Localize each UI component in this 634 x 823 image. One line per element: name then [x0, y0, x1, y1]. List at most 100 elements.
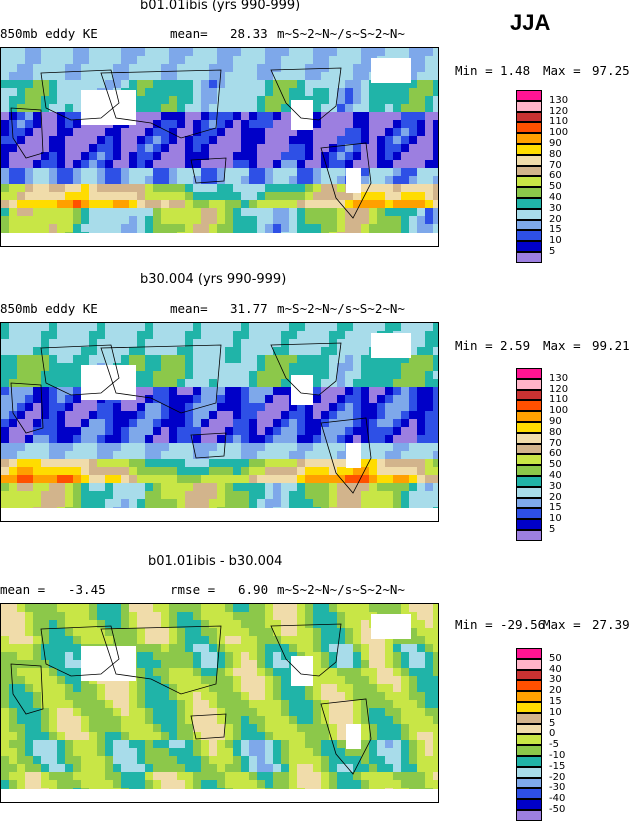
field-cell	[209, 184, 218, 193]
field-cell	[137, 668, 146, 677]
field-cell	[225, 491, 234, 500]
colorbar-box	[516, 208, 542, 220]
field-cell	[89, 355, 98, 364]
field-cell	[249, 780, 258, 789]
field-cell	[25, 136, 34, 145]
field-cell	[153, 160, 162, 169]
field-cell	[153, 419, 162, 428]
field-cell	[273, 104, 282, 113]
field-cell	[353, 780, 362, 789]
field-cell	[57, 371, 66, 380]
field-cell	[49, 676, 58, 685]
field-cell	[185, 323, 194, 332]
field-cell	[153, 780, 162, 789]
field-cell	[97, 427, 106, 436]
field-cell	[353, 144, 362, 153]
field-cell	[129, 128, 138, 137]
field-cell	[257, 128, 266, 137]
field-cell	[249, 732, 258, 741]
field-cell	[209, 700, 218, 709]
field-cell	[313, 676, 322, 685]
field-cell	[425, 208, 434, 217]
field-cell	[201, 499, 210, 508]
field-cell	[289, 467, 298, 476]
field-cell	[65, 612, 74, 621]
field-cell	[289, 80, 298, 89]
field-cell	[57, 403, 66, 412]
field-cell	[137, 184, 146, 193]
field-cell	[353, 200, 362, 209]
panel-title: b01.01ibis (yrs 990-999)	[140, 0, 301, 13]
field-cell	[249, 491, 258, 500]
field-cell	[329, 387, 338, 396]
field-cell	[289, 475, 298, 484]
field-cell	[225, 716, 234, 725]
field-cell	[129, 604, 138, 613]
field-cell	[57, 200, 66, 209]
field-cell	[81, 780, 90, 789]
field-cell	[49, 395, 58, 404]
field-cell	[105, 56, 114, 65]
field-cell	[57, 700, 66, 709]
field-cell	[113, 604, 122, 613]
field-cell	[313, 483, 322, 492]
field-cell	[265, 435, 274, 444]
field-cell	[65, 323, 74, 332]
field-cell	[105, 692, 114, 701]
field-cell	[153, 152, 162, 161]
field-cell	[401, 363, 410, 372]
field-cell	[65, 347, 74, 356]
field-cell	[169, 708, 178, 717]
field-cell	[433, 120, 438, 129]
field-cell	[369, 740, 378, 749]
field-cell	[329, 355, 338, 364]
field-cell	[401, 435, 410, 444]
field-cell	[89, 56, 98, 65]
field-cell	[345, 491, 354, 500]
field-cell	[129, 331, 138, 340]
field-cell	[401, 475, 410, 484]
field-cell	[321, 347, 330, 356]
field-cell	[33, 136, 42, 145]
field-cell	[185, 56, 194, 65]
field-cell	[417, 604, 426, 613]
colorbar-box	[516, 669, 542, 681]
field-cell	[41, 347, 50, 356]
field-cell	[281, 56, 290, 65]
field-cell	[201, 708, 210, 717]
field-cell	[97, 411, 106, 420]
field-cell	[1, 780, 10, 789]
field-cell	[409, 612, 418, 621]
field-cell	[105, 684, 114, 693]
field-cell	[193, 668, 202, 677]
field-cell	[89, 331, 98, 340]
field-cell	[137, 72, 146, 81]
field-cell	[337, 323, 346, 332]
field-cell	[329, 403, 338, 412]
field-cell	[177, 104, 186, 113]
colorbar-tick-label: -20	[549, 771, 566, 783]
field-cell	[105, 716, 114, 725]
field-cell	[137, 427, 146, 436]
field-cell	[41, 152, 50, 161]
colorbar-box	[516, 788, 542, 800]
field-cell	[73, 620, 82, 629]
field-cell	[105, 216, 114, 225]
field-cell	[321, 780, 330, 789]
field-cell	[409, 660, 418, 669]
field-cell	[137, 339, 146, 348]
field-cell	[185, 371, 194, 380]
field-cell	[1, 347, 10, 356]
field-cell	[241, 652, 250, 661]
field-cell	[401, 371, 410, 380]
field-cell	[401, 128, 410, 137]
field-cell	[177, 443, 186, 452]
field-cell	[49, 192, 58, 201]
field-cell	[409, 224, 418, 233]
field-cell	[361, 224, 370, 233]
field-cell	[97, 347, 106, 356]
field-cell	[249, 331, 258, 340]
coastline	[190, 432, 227, 459]
field-cell	[73, 208, 82, 217]
field-cell	[65, 64, 74, 73]
